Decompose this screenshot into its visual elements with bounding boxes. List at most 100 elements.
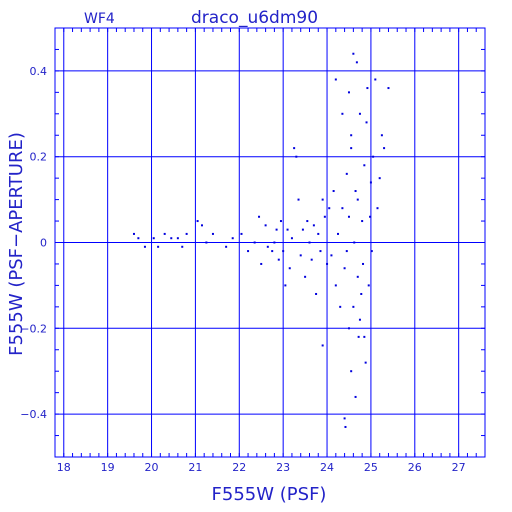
- x-tick-label: 27: [452, 461, 466, 474]
- y-axis-label: F555W (PSF−APERTURE): [6, 132, 27, 356]
- data-point: [301, 228, 304, 231]
- x-tick-label: 25: [364, 461, 378, 474]
- data-point: [176, 237, 179, 240]
- data-point: [328, 207, 331, 210]
- x-tick-label: 22: [232, 461, 246, 474]
- data-point: [341, 207, 344, 210]
- data-point: [350, 370, 353, 373]
- data-point: [361, 220, 364, 223]
- data-point: [360, 292, 363, 295]
- data-point: [380, 134, 383, 137]
- data-point: [299, 254, 302, 257]
- data-point: [304, 275, 307, 278]
- x-axis-label: F555W (PSF): [212, 484, 327, 505]
- data-point: [363, 164, 366, 167]
- data-point: [354, 190, 357, 193]
- data-point: [260, 262, 263, 265]
- data-point: [264, 224, 267, 227]
- grid-lines: [54, 27, 486, 458]
- data-point: [364, 361, 367, 364]
- data-point: [387, 87, 390, 90]
- data-point: [240, 232, 243, 235]
- x-tick-label: 21: [188, 461, 202, 474]
- data-point: [152, 237, 155, 240]
- data-point: [350, 147, 353, 150]
- data-point: [345, 250, 348, 253]
- data-point: [315, 292, 318, 295]
- data-point: [297, 198, 300, 201]
- data-point: [317, 232, 320, 235]
- data-point: [353, 241, 356, 244]
- data-point: [284, 284, 287, 287]
- data-point: [337, 232, 340, 235]
- data-point: [343, 267, 346, 270]
- data-point: [376, 207, 379, 210]
- data-point: [358, 318, 361, 321]
- x-tick-label: 19: [101, 461, 115, 474]
- data-point: [362, 262, 365, 265]
- data-point: [253, 241, 256, 244]
- data-point: [308, 241, 311, 244]
- data-point: [312, 224, 315, 227]
- data-point: [271, 250, 274, 253]
- data-point: [334, 284, 337, 287]
- data-point: [319, 250, 322, 253]
- data-point: [356, 275, 359, 278]
- chip-label: WF4: [84, 11, 115, 27]
- data-point: [347, 327, 350, 330]
- data-point: [323, 215, 326, 218]
- chart-title: draco_u6dm90: [191, 8, 318, 28]
- x-tick-label: 26: [408, 461, 422, 474]
- data-point: [277, 258, 280, 261]
- y-tick-label: 0: [40, 237, 47, 250]
- data-point: [365, 121, 368, 124]
- data-point: [345, 172, 348, 175]
- data-point: [286, 228, 289, 231]
- data-point: [378, 177, 381, 180]
- data-point: [366, 87, 369, 90]
- data-point: [288, 267, 291, 270]
- data-point: [372, 155, 375, 158]
- data-point: [352, 52, 355, 55]
- data-point: [185, 232, 188, 235]
- data-point: [347, 215, 350, 218]
- data-point: [367, 284, 370, 287]
- data-point: [295, 155, 298, 158]
- y-tick-label: −0.4: [20, 408, 47, 421]
- data-point: [293, 147, 296, 150]
- data-point: [332, 190, 335, 193]
- data-point: [247, 250, 250, 253]
- data-point: [306, 220, 309, 223]
- data-point: [196, 220, 199, 223]
- plot-frame: [54, 27, 486, 458]
- data-point: [266, 245, 269, 248]
- data-point: [356, 198, 359, 201]
- data-point: [370, 250, 373, 253]
- data-points: [132, 52, 390, 428]
- x-tick-label: 24: [320, 461, 334, 474]
- data-point: [231, 237, 234, 240]
- data-point: [211, 232, 214, 235]
- data-point: [344, 425, 347, 428]
- data-point: [352, 305, 355, 308]
- data-point: [358, 112, 361, 115]
- data-point: [163, 232, 166, 235]
- data-point: [383, 147, 386, 150]
- data-point: [143, 245, 146, 248]
- data-point: [273, 241, 276, 244]
- data-point: [369, 215, 372, 218]
- data-point: [341, 112, 344, 115]
- data-point: [205, 241, 208, 244]
- y-tick-label: 0.4: [30, 65, 48, 78]
- x-tick-label: 23: [276, 461, 290, 474]
- data-point: [279, 220, 282, 223]
- data-point: [170, 237, 173, 240]
- data-point: [350, 134, 353, 137]
- data-point: [321, 344, 324, 347]
- data-point: [347, 91, 350, 94]
- data-point: [369, 181, 372, 184]
- y-tick-label: 0.2: [30, 151, 48, 164]
- data-point: [282, 250, 285, 253]
- data-point: [355, 61, 358, 64]
